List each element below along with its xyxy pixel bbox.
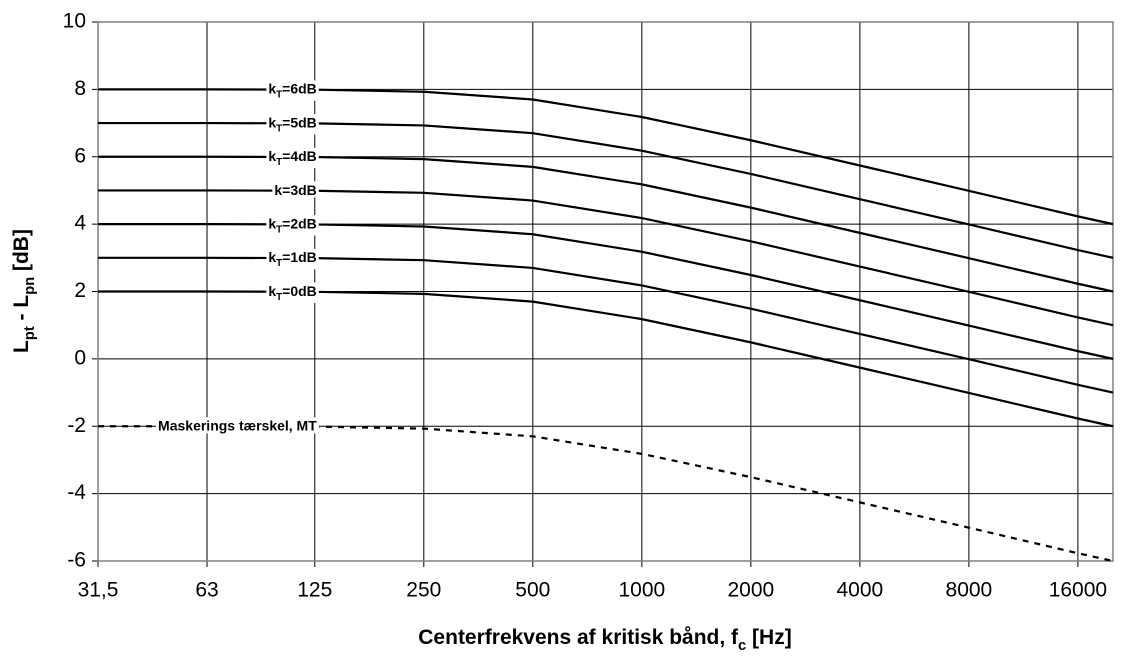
label-background — [272, 181, 319, 198]
y-tick-label: 10 — [63, 10, 86, 33]
series-label-group: kT=0dB — [266, 282, 319, 303]
series-label-group: kT=2dB — [266, 215, 319, 236]
series-label: kT=5dB — [268, 114, 316, 134]
series-label-group: kT=4dB — [266, 147, 319, 169]
series-label: Maskerings tærskel, MT — [158, 417, 317, 433]
series-label-group: kT=5dB — [266, 114, 319, 135]
x-tick-label: 8000 — [946, 579, 993, 602]
x-tick-label: 31,5 — [78, 579, 119, 602]
series-label-group: Maskerings tærskel, MT — [156, 417, 320, 434]
x-tick-label: 16000 — [1049, 579, 1107, 602]
y-axis-label: Lpt - Lpn [dB] — [10, 229, 38, 353]
x-tick-label: 500 — [515, 579, 550, 602]
y-tick-label: -2 — [67, 414, 86, 437]
y-tick-label: -6 — [67, 549, 86, 572]
y-tick-label: 8 — [74, 77, 86, 100]
y-tick-label: -4 — [67, 481, 86, 504]
x-tick-label: 4000 — [837, 579, 884, 602]
x-axis-label: Centerfrekvens af kritisk bånd, fc [Hz] — [418, 626, 791, 654]
series-label: k=3dB — [274, 181, 316, 197]
label-background — [266, 248, 319, 270]
label-background — [266, 147, 319, 169]
x-tick-label: 250 — [406, 579, 441, 602]
series-label-group: k=3dB — [272, 181, 319, 198]
label-background — [266, 114, 319, 135]
series-label-group: kT=1dB — [266, 248, 319, 270]
x-tick-label: 2000 — [727, 579, 774, 602]
series-label: kT=1dB — [268, 249, 316, 269]
label-background — [266, 282, 319, 303]
series-label: kT=4dB — [268, 148, 316, 168]
label-background — [156, 417, 320, 434]
series-label: kT=6dB — [268, 80, 316, 100]
x-tick-label: 1000 — [618, 579, 665, 602]
series-label-group: kT=6dB — [266, 80, 319, 101]
y-tick-label: 2 — [74, 279, 86, 302]
y-tick-label: 4 — [74, 212, 86, 235]
label-background — [266, 215, 319, 236]
series-label: kT=0dB — [268, 283, 316, 303]
label-background — [266, 80, 319, 101]
y-tick-label: 6 — [74, 144, 86, 167]
x-tick-label: 63 — [195, 579, 218, 602]
y-tick-label: 0 — [74, 346, 86, 369]
series-label: kT=2dB — [268, 215, 316, 235]
x-tick-label: 125 — [297, 579, 332, 602]
